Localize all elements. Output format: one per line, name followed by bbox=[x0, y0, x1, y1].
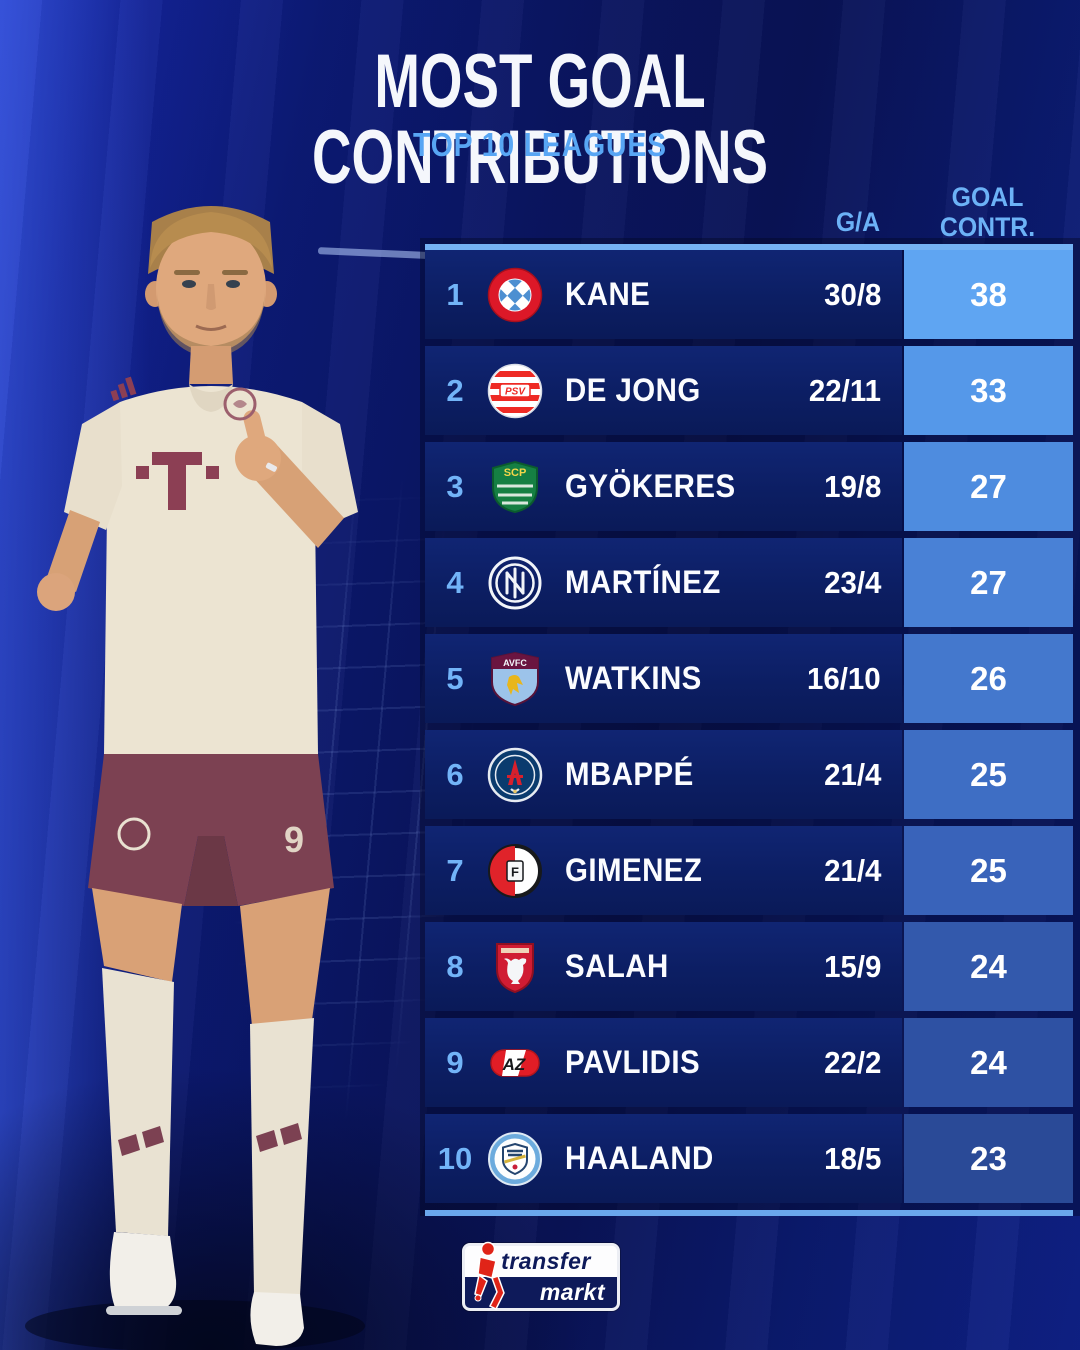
goal-contributions-cell: 24 bbox=[904, 922, 1073, 1011]
column-headers: G/A GOAL CONTR. bbox=[425, 180, 1073, 244]
goals-assists-value: 15/9 bbox=[823, 948, 882, 984]
feyenoord-badge-icon: F bbox=[487, 843, 543, 899]
player-name: GYÖKERES bbox=[565, 468, 736, 504]
table-row: 9 AZ PAVLIDIS 22/2 24 bbox=[425, 1018, 1073, 1107]
table-row: 10 HAALAND 18/5 23 bbox=[425, 1114, 1073, 1203]
liverpool-badge-icon bbox=[487, 939, 543, 995]
sporting-cp-badge-icon: SCP bbox=[487, 459, 543, 515]
az-alkmaar-badge-icon: AZ bbox=[487, 1035, 543, 1091]
bayern-munich-badge-icon bbox=[487, 267, 543, 323]
goal-contributions-cell: 38 bbox=[904, 250, 1073, 339]
table-row: 3 SCP GYÖKERES 19/8 27 bbox=[425, 442, 1073, 531]
svg-text:SCP: SCP bbox=[504, 467, 527, 479]
rank-label: 6 bbox=[446, 756, 464, 792]
goals-assists-value: 21/4 bbox=[823, 852, 882, 888]
logo-word-markt: markt bbox=[539, 1279, 605, 1305]
table-top-border bbox=[425, 244, 1073, 250]
psv-badge-icon: PSV bbox=[487, 363, 543, 419]
column-header-ga: G/A bbox=[835, 207, 880, 237]
rank-label: 3 bbox=[446, 468, 464, 504]
goal-contributions-cell: 24 bbox=[904, 1018, 1073, 1107]
player-name: PAVLIDIS bbox=[565, 1044, 701, 1080]
player-name: WATKINS bbox=[565, 660, 702, 696]
player-name: GIMENEZ bbox=[565, 852, 703, 888]
table-row: 6 MBAPPÉ 21/4 25 bbox=[425, 730, 1073, 819]
svg-text:F: F bbox=[511, 864, 519, 879]
aston-villa-badge-icon: AVFC bbox=[487, 651, 543, 707]
goal-contributions-cell: 27 bbox=[904, 538, 1073, 627]
goal-contributions-cell: 25 bbox=[904, 730, 1073, 819]
player-name: SALAH bbox=[565, 948, 669, 984]
table-bottom-border bbox=[425, 1210, 1073, 1216]
table-row: 8 SALAH 15/9 24 bbox=[425, 922, 1073, 1011]
player-name: HAALAND bbox=[565, 1140, 714, 1176]
page-title: MOST GOAL CONTRIBUTIONS bbox=[312, 39, 768, 200]
table-row: 4 MARTÍNEZ 23/4 27 bbox=[425, 538, 1073, 627]
column-header-goal-contr: GOAL CONTR. bbox=[939, 182, 1036, 242]
rank-label: 1 bbox=[446, 276, 464, 312]
table-row: 1 KANE 30/8 38 bbox=[425, 250, 1073, 339]
rank-label: 9 bbox=[446, 1044, 464, 1080]
player-name: MARTÍNEZ bbox=[565, 564, 721, 600]
transfermarkt-player-icon bbox=[474, 1241, 505, 1311]
rank-label: 7 bbox=[446, 852, 464, 888]
svg-text:PSV: PSV bbox=[505, 386, 526, 397]
rank-label: 2 bbox=[446, 372, 464, 408]
rank-label: 4 bbox=[446, 564, 464, 600]
goals-assists-value: 22/2 bbox=[823, 1044, 882, 1080]
goal-contributions-cell: 23 bbox=[904, 1114, 1073, 1203]
player-name: DE JONG bbox=[565, 372, 701, 408]
page-subtitle: TOP 10 LEAGUES bbox=[413, 126, 667, 163]
player-photo-harry-kane: 9 bbox=[25, 206, 365, 1350]
svg-text:9: 9 bbox=[284, 819, 304, 860]
player-name: KANE bbox=[565, 276, 651, 312]
rank-label: 10 bbox=[437, 1140, 473, 1176]
svg-text:AVFC: AVFC bbox=[503, 658, 527, 668]
rank-label: 8 bbox=[446, 948, 464, 984]
table-row: 2 PSV DE JONG 22/11 33 bbox=[425, 346, 1073, 435]
manchester-city-badge-icon bbox=[487, 1131, 543, 1187]
inter-milan-badge-icon bbox=[487, 555, 543, 611]
goals-assists-value: 18/5 bbox=[823, 1140, 882, 1176]
goals-assists-value: 30/8 bbox=[823, 276, 882, 312]
svg-text:AZ: AZ bbox=[502, 1055, 526, 1074]
goal-contributions-cell: 25 bbox=[904, 826, 1073, 915]
transfermarkt-logo: transfer markt bbox=[462, 1241, 620, 1311]
psg-badge-icon bbox=[487, 747, 543, 803]
goals-assists-value: 23/4 bbox=[823, 564, 882, 600]
rank-label: 5 bbox=[446, 660, 464, 696]
goal-contributions-cell: 33 bbox=[904, 346, 1073, 435]
goal-contributions-cell: 27 bbox=[904, 442, 1073, 531]
goals-assists-value: 19/8 bbox=[823, 468, 882, 504]
table-row: 7 F GIMENEZ 21/4 25 bbox=[425, 826, 1073, 915]
table-row: 5 AVFC WATKINS 16/10 26 bbox=[425, 634, 1073, 723]
stats-table: G/A GOAL CONTR. 1 KANE 30/8 bbox=[425, 180, 1073, 1216]
goals-assists-value: 21/4 bbox=[823, 756, 882, 792]
goals-assists-value: 16/10 bbox=[807, 660, 882, 696]
logo-word-transfer: transfer bbox=[501, 1248, 591, 1274]
goals-assists-value: 22/11 bbox=[809, 372, 882, 408]
player-name: MBAPPÉ bbox=[565, 756, 694, 792]
goal-contributions-cell: 26 bbox=[904, 634, 1073, 723]
